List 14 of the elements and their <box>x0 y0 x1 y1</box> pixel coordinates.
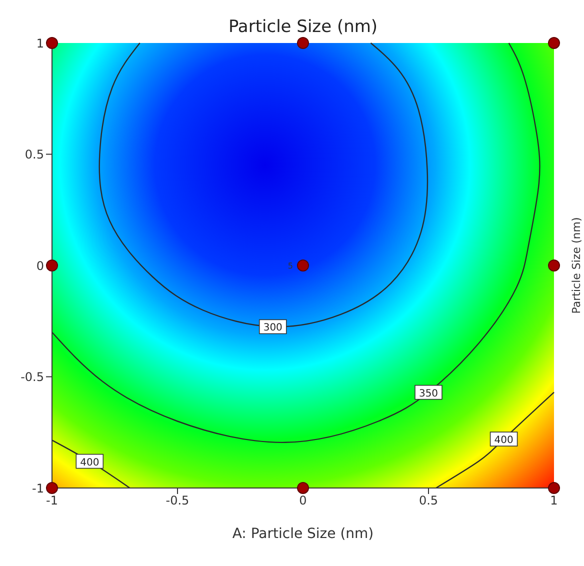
y-tick-label: 0 <box>36 258 44 273</box>
y-tick-label: -1 <box>32 481 44 496</box>
annotation: 5 <box>288 262 293 270</box>
y-tick-label: 0.5 <box>24 148 44 162</box>
x-tick-label: -0.5 <box>166 494 190 508</box>
x-tick-label: -1 <box>46 494 58 508</box>
y-tick-label: 1 <box>36 36 44 50</box>
x-tick-label: 0 <box>299 494 307 508</box>
chart-title: Particle Size (nm) <box>228 17 378 37</box>
color-bar-title: Particle Size (nm) <box>570 217 583 314</box>
y-tick-label: -0.5 <box>20 370 44 384</box>
x-axis-title: A: Particle Size (nm) <box>232 526 374 542</box>
x-tick-label: 0.5 <box>418 494 438 508</box>
x-tick-label: 1 <box>550 494 558 508</box>
